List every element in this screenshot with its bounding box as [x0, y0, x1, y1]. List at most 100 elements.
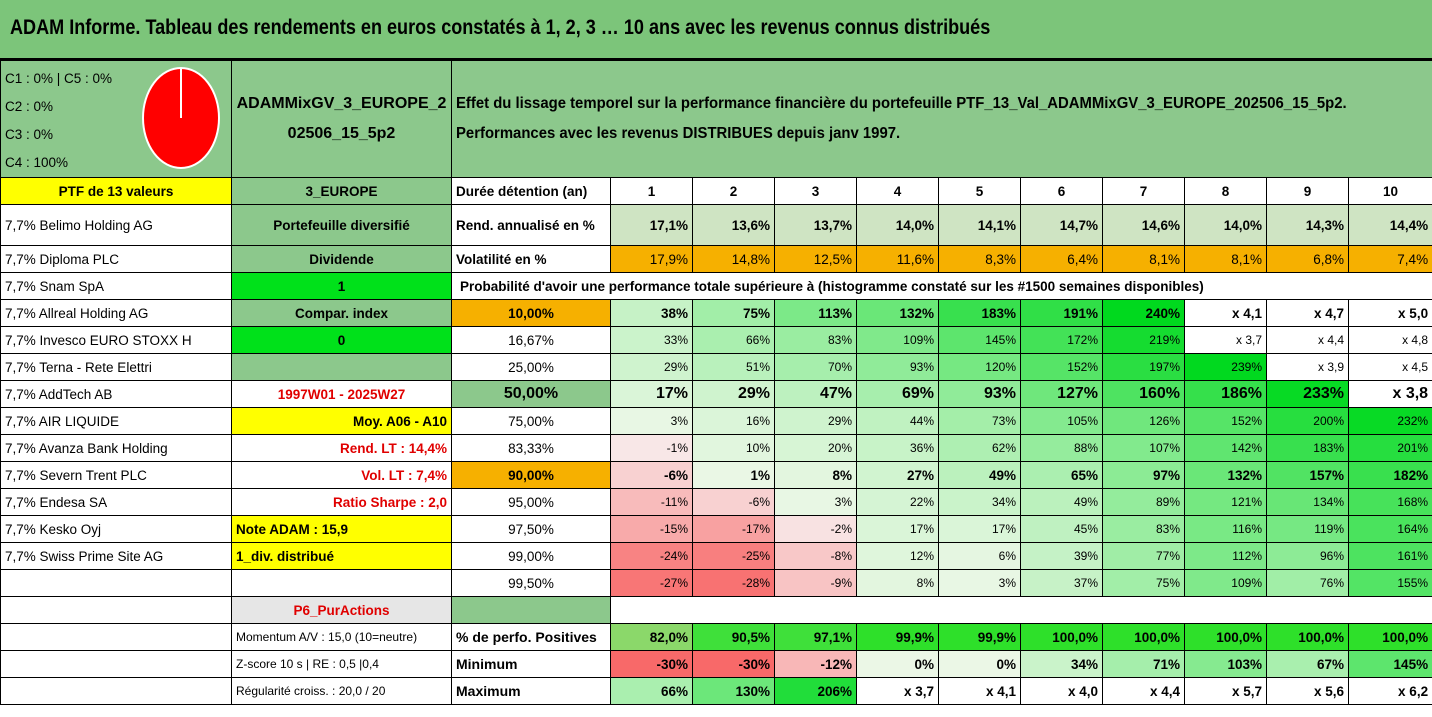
prob-value: 183% — [938, 299, 1021, 327]
prob-value: 3% — [610, 407, 693, 435]
prob-value: 93% — [938, 380, 1021, 408]
prob-value: 97% — [1102, 461, 1185, 489]
stat-value: 71% — [1102, 650, 1185, 678]
prob-value: 20% — [774, 434, 857, 462]
prob-value: 152% — [1184, 407, 1267, 435]
vol-value: 8,1% — [1184, 245, 1267, 273]
prob-value: 197% — [1102, 353, 1185, 381]
prob-value: 77% — [1102, 542, 1185, 570]
prob-value: 96% — [1266, 542, 1349, 570]
vol-value: 6,4% — [1020, 245, 1103, 273]
stat-value: x 6,2 — [1347, 677, 1432, 705]
empty-cell — [1267, 597, 1349, 624]
stat-value: 67% — [1266, 650, 1349, 678]
prob-value: x 3,8 — [1347, 380, 1432, 408]
empty-cell — [939, 597, 1021, 624]
p6-label: P6_PurActions — [231, 596, 452, 624]
prob-value: -25% — [692, 542, 775, 570]
ptf-label: PTF de 13 valeurs — [0, 177, 232, 205]
rend-value: 14,6% — [1102, 204, 1185, 246]
vol-value: 11,6% — [856, 245, 939, 273]
prob-value: 161% — [1347, 542, 1432, 570]
stat-value: 82,0% — [610, 623, 693, 651]
probability-level: 95,00% — [451, 488, 611, 516]
prob-value: 105% — [1020, 407, 1103, 435]
prob-value: -8% — [774, 542, 857, 570]
empty-cell — [774, 272, 857, 300]
probability-level: 90,00% — [451, 461, 611, 489]
prob-value: 120% — [938, 353, 1021, 381]
year-header: 9 — [1266, 177, 1349, 205]
prob-value: 8% — [856, 569, 939, 597]
prob-value: x 5,0 — [1347, 299, 1432, 327]
holding-row: 7,7% Diploma PLC — [0, 245, 232, 273]
prob-value: 239% — [1184, 353, 1267, 381]
zone-label: 3_EUROPE — [231, 177, 452, 205]
stat-value: 34% — [1020, 650, 1103, 678]
empty-cell — [0, 569, 232, 597]
portfolio-name: ADAMMixGV_3_EUROPE_202506_15_5p2 — [231, 60, 452, 178]
description-cell: Effet du lissage temporel sur la perform… — [450, 60, 1432, 178]
prob-value: x 3,9 — [1266, 353, 1349, 381]
year-header: 8 — [1184, 177, 1267, 205]
prob-value: 6% — [938, 542, 1021, 570]
prob-value: x 3,7 — [1184, 326, 1267, 354]
prob-value: 62% — [938, 434, 1021, 462]
prob-value: 29% — [692, 380, 775, 408]
prob-value: 152% — [1020, 353, 1103, 381]
year-header: 5 — [938, 177, 1021, 205]
stat-value: 100,0% — [1184, 623, 1267, 651]
empty-cell — [693, 597, 775, 624]
prob-value: x 4,1 — [1184, 299, 1267, 327]
prob-value: -9% — [774, 569, 857, 597]
prob-value: -28% — [692, 569, 775, 597]
returns-table: C1 : 0% | C5 : 0% C2 : 0% C3 : 0% C4 : 1… — [0, 60, 1432, 705]
prob-value: 38% — [610, 299, 693, 327]
prob-value: 93% — [856, 353, 939, 381]
stat-value: -30% — [610, 650, 693, 678]
stat-value: x 5,7 — [1184, 677, 1267, 705]
prob-value: -17% — [692, 515, 775, 543]
side-info: Compar. index — [231, 299, 452, 327]
probability-level: 75,00% — [451, 407, 611, 435]
rend-value: 13,7% — [774, 204, 857, 246]
probability-level: 16,67% — [451, 326, 611, 354]
prob-value: 168% — [1347, 488, 1432, 516]
prob-value: 34% — [938, 488, 1021, 516]
prob-value: 201% — [1347, 434, 1432, 462]
empty-cell — [1185, 597, 1267, 624]
prob-value: 49% — [938, 461, 1021, 489]
prob-value: 75% — [1102, 569, 1185, 597]
prob-value: 10% — [692, 434, 775, 462]
prob-value: 109% — [1184, 569, 1267, 597]
description-line-2: Performances avec les revenus DISTRIBUES… — [456, 125, 901, 142]
prob-value: 160% — [1102, 380, 1185, 408]
report-title: ADAM Informe. Tableau des rendements en … — [10, 16, 991, 39]
prob-value: -2% — [774, 515, 857, 543]
prob-value: 132% — [1184, 461, 1267, 489]
side-info: 1997W01 - 2025W27 — [231, 380, 452, 408]
prob-value: 121% — [1184, 488, 1267, 516]
stat-value: x 5,6 — [1266, 677, 1349, 705]
prob-value: 157% — [1266, 461, 1349, 489]
prob-value: -15% — [610, 515, 693, 543]
prob-value: 116% — [1184, 515, 1267, 543]
stat-value: 100,0% — [1347, 623, 1432, 651]
prob-value: 200% — [1266, 407, 1349, 435]
holding-row: 7,7% Allreal Holding AG — [0, 299, 232, 327]
stat-value: 145% — [1347, 650, 1432, 678]
prob-value: 126% — [1102, 407, 1185, 435]
stat-value: 97,1% — [774, 623, 857, 651]
prob-value: 66% — [692, 326, 775, 354]
prob-title: Probabilité d'avoir une performance tota… — [451, 272, 1204, 300]
empty-cell — [1021, 597, 1103, 624]
empty-cell — [0, 677, 232, 705]
prob-value: 29% — [610, 353, 693, 381]
duration-label: Durée détention (an) — [451, 177, 611, 205]
stat-label: Minimum — [451, 650, 611, 678]
probability-level: 10,00% — [451, 299, 611, 327]
prob-value: 164% — [1347, 515, 1432, 543]
allocation-pie-chart — [142, 67, 220, 169]
stat-value: -30% — [692, 650, 775, 678]
prob-value: 49% — [1020, 488, 1103, 516]
